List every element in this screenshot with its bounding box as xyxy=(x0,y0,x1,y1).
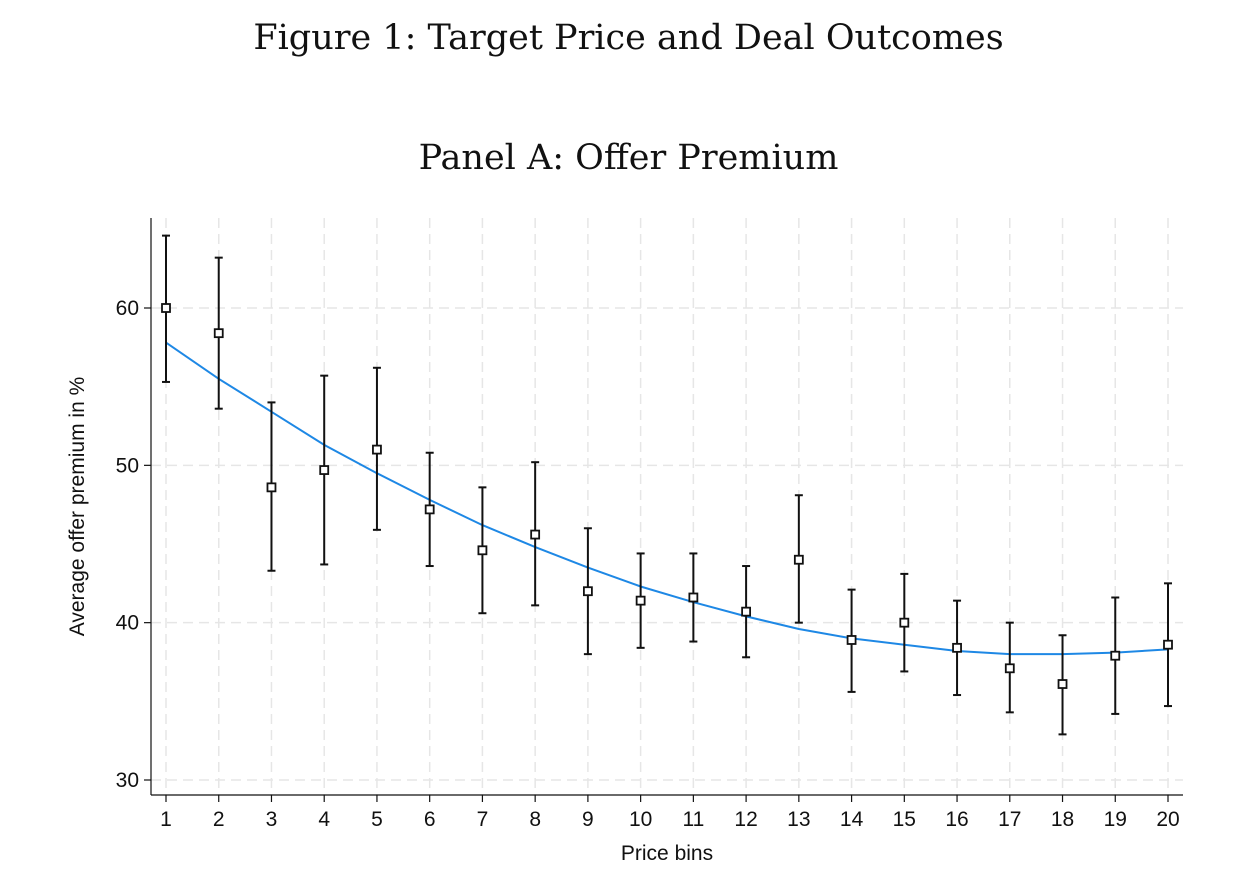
data-point-group xyxy=(899,572,910,673)
figure-title: Figure 1: Target Price and Deal Outcomes xyxy=(253,18,1004,58)
data-point-group xyxy=(530,461,541,607)
data-point-group xyxy=(161,234,171,383)
data-point-marker xyxy=(424,504,435,515)
data-point-group xyxy=(213,256,224,410)
x-tick-label: 4 xyxy=(318,808,330,831)
data-point-marker xyxy=(899,617,910,628)
data-point-marker xyxy=(161,303,171,313)
x-tick-label: 9 xyxy=(582,808,594,831)
data-point-group xyxy=(582,527,593,656)
x-tick-label: 19 xyxy=(1104,808,1127,831)
x-tick-label: 6 xyxy=(424,808,436,831)
data-point-group xyxy=(372,366,382,531)
data-point-group xyxy=(1004,621,1015,714)
data-point-marker xyxy=(688,592,699,603)
data-point-marker xyxy=(530,529,541,540)
data-point-group xyxy=(477,486,488,615)
data-point-marker xyxy=(1110,650,1121,661)
x-tick-label: 8 xyxy=(529,808,541,831)
x-tick-label: 18 xyxy=(1051,808,1074,831)
x-tick-label: 10 xyxy=(629,808,652,831)
data-point-marker xyxy=(635,595,646,606)
x-tick-label: 3 xyxy=(266,808,278,831)
data-point-group xyxy=(952,599,962,697)
data-point-marker xyxy=(477,545,488,556)
x-axis-title: Price bins xyxy=(621,842,713,865)
x-tick-label: 13 xyxy=(787,808,810,831)
axes xyxy=(150,218,1183,796)
data-point-marker xyxy=(793,554,804,565)
x-tick-label: 12 xyxy=(734,808,757,831)
data-point-group xyxy=(1163,582,1173,708)
fit-curve xyxy=(165,341,1169,656)
data-point-group xyxy=(741,565,752,659)
data-point-marker xyxy=(1057,679,1068,689)
x-tick-label: 15 xyxy=(893,808,916,831)
data-point-marker xyxy=(846,635,857,645)
y-tick-label: 30 xyxy=(116,769,139,792)
data-point-group xyxy=(793,494,804,624)
data-point-group xyxy=(635,552,646,649)
x-tick-label: 14 xyxy=(840,808,864,831)
y-tick-label: 50 xyxy=(116,454,139,477)
x-tick-label: 1 xyxy=(160,808,172,831)
data-point-group xyxy=(424,451,435,568)
data-point-marker xyxy=(372,444,382,455)
data-point-group xyxy=(266,401,277,572)
data-point-marker xyxy=(319,465,330,475)
x-tick-label: 16 xyxy=(945,808,968,831)
data-point-marker xyxy=(266,482,277,493)
data-point-marker xyxy=(741,606,752,617)
x-tick-label: 7 xyxy=(477,808,489,831)
x-tick-label: 17 xyxy=(998,808,1021,831)
x-tick-label: 2 xyxy=(213,808,225,831)
data-point-group xyxy=(688,552,699,643)
data-point-marker xyxy=(213,328,224,339)
data-point-group xyxy=(1057,634,1068,736)
data-points xyxy=(161,234,1173,736)
fit-curve-layer xyxy=(165,341,1169,656)
data-point-group xyxy=(1110,596,1121,715)
x-tick-label: 20 xyxy=(1156,808,1179,831)
data-point-marker xyxy=(1004,663,1015,674)
data-point-marker xyxy=(1163,639,1173,650)
x-tick-label: 5 xyxy=(371,808,383,831)
y-axis-title: Average offer premium in % xyxy=(66,377,89,637)
data-point-marker xyxy=(952,642,962,653)
data-point-group xyxy=(846,588,857,693)
panel-title: Panel A: Offer Premium xyxy=(418,138,839,178)
x-tick-label: 11 xyxy=(682,808,704,831)
data-point-marker xyxy=(582,586,593,597)
data-point-group xyxy=(319,374,330,566)
y-tick-label: 60 xyxy=(116,297,139,320)
y-tick-label: 40 xyxy=(116,612,139,635)
grid xyxy=(151,218,1183,795)
